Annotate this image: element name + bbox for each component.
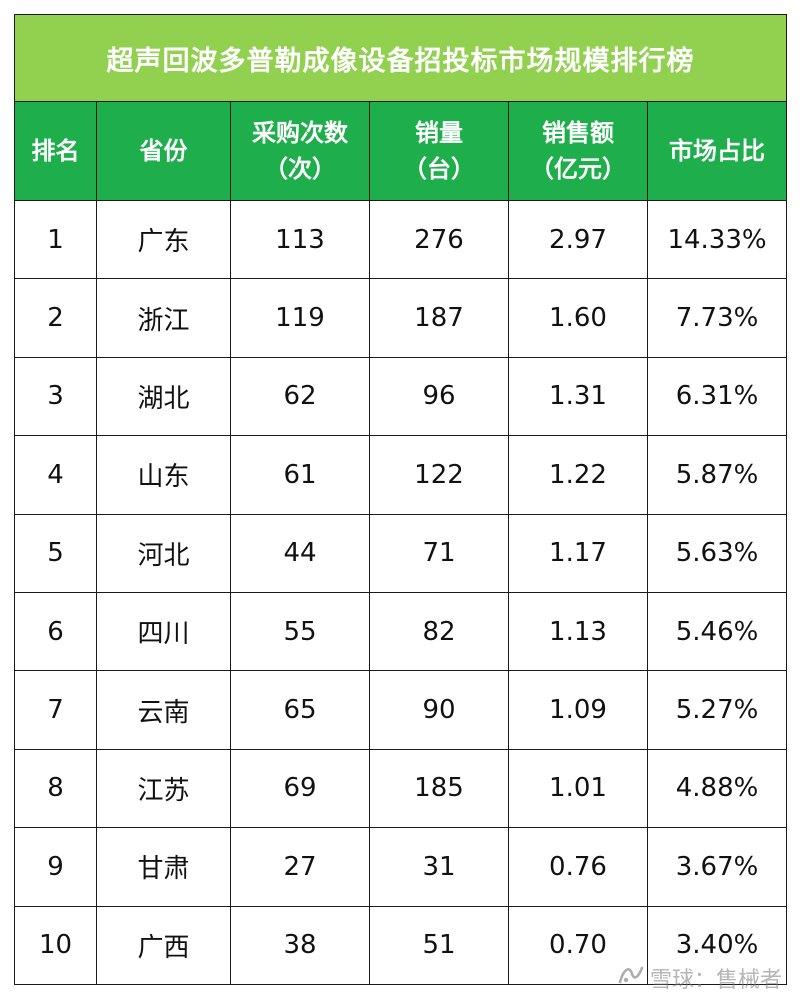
units-cell: 185 xyxy=(369,748,509,829)
purchases-cell: 44 xyxy=(230,513,370,593)
sales-cell: 1.31 xyxy=(508,356,648,437)
rank-cell: 2 xyxy=(14,278,97,358)
province-cell: 广东 xyxy=(96,199,231,280)
units-cell: 90 xyxy=(369,670,509,750)
header-rank: 排名 xyxy=(14,101,97,201)
share-cell: 6.31% xyxy=(646,356,788,437)
units-cell: 82 xyxy=(369,591,509,672)
purchases-cell: 119 xyxy=(230,278,370,358)
sales-cell: 0.76 xyxy=(508,827,648,907)
header-sales-label: 销售额 xyxy=(542,119,614,147)
province-cell: 甘肃 xyxy=(96,827,231,907)
purchases-cell: 61 xyxy=(230,435,370,515)
sales-cell: 1.60 xyxy=(508,278,648,358)
rank-cell: 6 xyxy=(14,591,97,672)
share-cell: 5.63% xyxy=(646,513,788,593)
units-cell: 51 xyxy=(369,905,509,985)
share-cell: 14.33% xyxy=(646,199,788,280)
table-row: 10 广西 38 51 0.70 3.40% xyxy=(14,905,788,985)
table-row: 8 江苏 69 185 1.01 4.88% xyxy=(14,748,788,829)
title-row: 超声回波多普勒成像设备招投标市场规模排行榜 xyxy=(13,14,788,102)
units-cell: 276 xyxy=(369,199,509,280)
units-cell: 187 xyxy=(369,278,509,358)
purchases-cell: 69 xyxy=(230,748,370,829)
ranking-table: 超声回波多普勒成像设备招投标市场规模排行榜 排名 省份 采购次数 （次） 销量 （台… xyxy=(13,14,788,985)
purchases-cell: 27 xyxy=(230,827,370,907)
sales-cell: 2.97 xyxy=(508,199,648,280)
sales-cell: 1.13 xyxy=(508,591,648,672)
sales-cell: 0.70 xyxy=(508,905,648,985)
table-title: 超声回波多普勒成像设备招投标市场规模排行榜 xyxy=(13,14,788,102)
header-rank-label: 排名 xyxy=(31,137,80,165)
snowball-logo-icon xyxy=(618,964,644,992)
units-cell: 96 xyxy=(369,356,509,437)
table-row: 9 甘肃 27 31 0.76 3.67% xyxy=(14,827,788,907)
header-sales: 销售额 （亿元） xyxy=(508,101,648,201)
table-row: 6 四川 55 82 1.13 5.46% xyxy=(14,591,788,672)
rank-cell: 4 xyxy=(14,435,97,515)
header-units-label: 销量 xyxy=(415,119,463,147)
header-units: 销量 （台） xyxy=(369,101,509,201)
rank-cell: 1 xyxy=(14,199,97,280)
header-purchases-unit: （次） xyxy=(264,155,336,183)
purchases-cell: 62 xyxy=(230,356,370,437)
header-row: 排名 省份 采购次数 （次） 销量 （台） 销售额 （亿元） 市场占比 xyxy=(14,101,788,201)
table-row: 4 山东 61 122 1.22 5.87% xyxy=(14,435,788,515)
units-cell: 31 xyxy=(369,827,509,907)
header-share-label: 市场占比 xyxy=(669,137,766,165)
province-cell: 江苏 xyxy=(96,748,231,829)
header-province: 省份 xyxy=(96,101,231,201)
table-row: 1 广东 113 276 2.97 14.33% xyxy=(14,199,788,280)
sales-cell: 1.09 xyxy=(508,670,648,750)
province-cell: 湖北 xyxy=(96,356,231,437)
sales-cell: 1.17 xyxy=(508,513,648,593)
share-cell: 3.40% xyxy=(646,905,788,985)
rank-cell: 7 xyxy=(14,670,97,750)
province-cell: 山东 xyxy=(96,435,231,515)
rank-cell: 8 xyxy=(14,748,97,829)
table-row: 2 浙江 119 187 1.60 7.73% xyxy=(14,278,788,358)
rank-cell: 9 xyxy=(14,827,97,907)
rank-cell: 3 xyxy=(14,356,97,437)
province-cell: 四川 xyxy=(96,591,231,672)
sales-cell: 1.01 xyxy=(508,748,648,829)
units-cell: 122 xyxy=(369,435,509,515)
purchases-cell: 55 xyxy=(230,591,370,672)
header-purchases-label: 采购次数 xyxy=(252,119,348,147)
rank-cell: 10 xyxy=(14,905,97,985)
watermark-text: 雪球：售械者 xyxy=(649,968,782,993)
province-cell: 浙江 xyxy=(96,278,231,358)
table-row: 7 云南 65 90 1.09 5.27% xyxy=(14,670,788,750)
purchases-cell: 65 xyxy=(230,670,370,750)
sales-cell: 1.22 xyxy=(508,435,648,515)
share-cell: 7.73% xyxy=(646,278,788,358)
watermark: 雪球：售械者 xyxy=(618,962,782,994)
purchases-cell: 113 xyxy=(230,199,370,280)
header-purchases: 采购次数 （次） xyxy=(230,101,370,201)
share-cell: 5.46% xyxy=(646,591,788,672)
header-share: 市场占比 xyxy=(646,101,788,201)
header-sales-unit: （亿元） xyxy=(530,155,626,183)
rank-cell: 5 xyxy=(14,513,97,593)
province-cell: 云南 xyxy=(96,670,231,750)
units-cell: 71 xyxy=(369,513,509,593)
share-cell: 3.67% xyxy=(646,827,788,907)
province-cell: 广西 xyxy=(96,905,231,985)
share-cell: 4.88% xyxy=(646,748,788,829)
share-cell: 5.87% xyxy=(646,435,788,515)
province-cell: 河北 xyxy=(96,513,231,593)
table-body: 1 广东 113 276 2.97 14.33% 2 浙江 119 187 1.… xyxy=(14,199,788,985)
purchases-cell: 38 xyxy=(230,905,370,985)
share-cell: 5.27% xyxy=(646,670,788,750)
header-units-unit: （台） xyxy=(403,155,475,183)
table-row: 5 河北 44 71 1.17 5.63% xyxy=(14,513,788,593)
table-row: 3 湖北 62 96 1.31 6.31% xyxy=(14,356,788,437)
header-province-label: 省份 xyxy=(139,137,188,165)
